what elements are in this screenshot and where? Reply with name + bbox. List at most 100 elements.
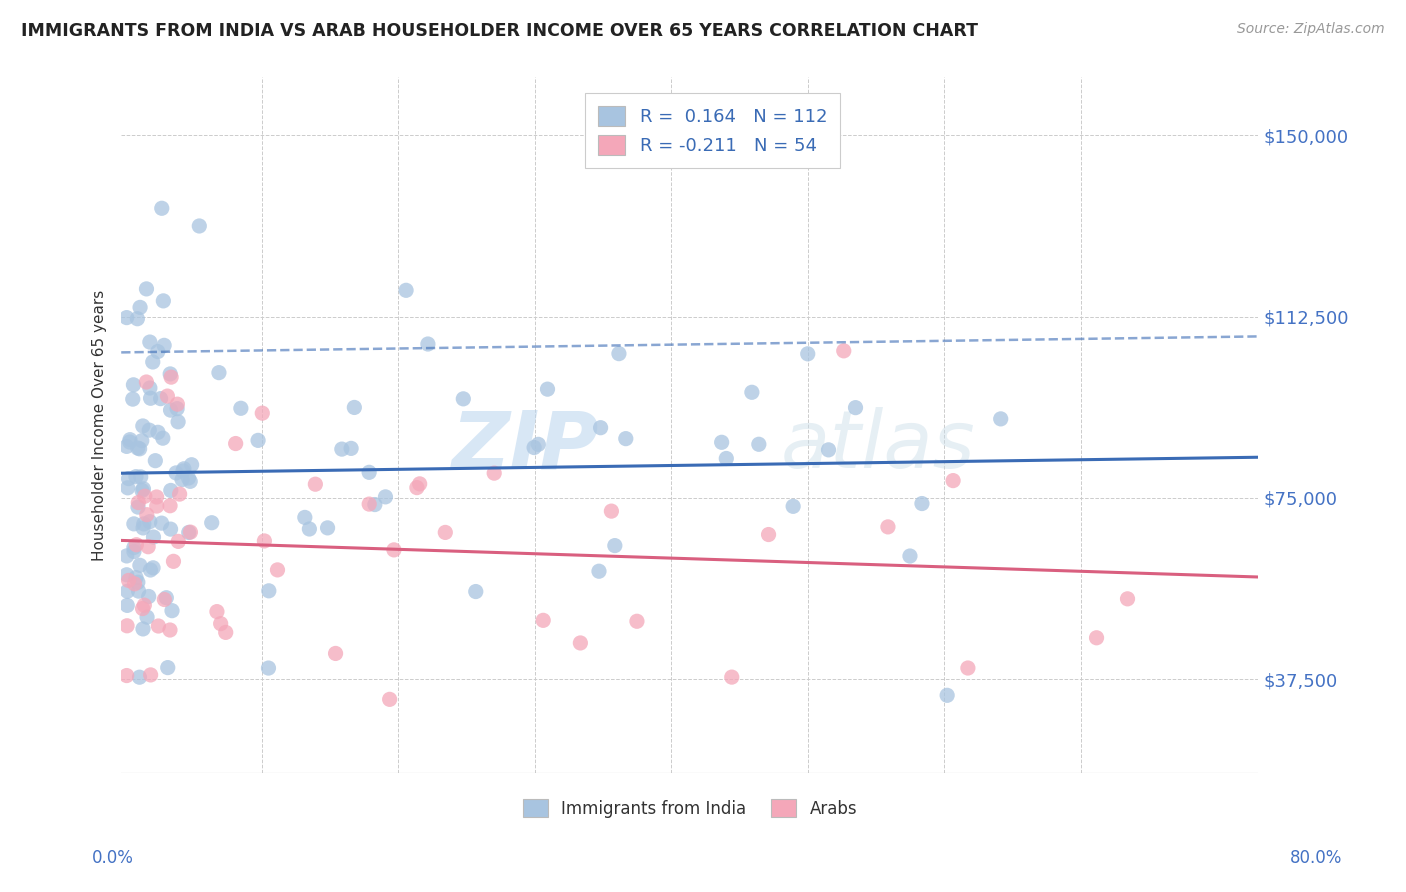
Point (148, 619, 170, 633)
Point (129, 470, 152, 484)
Point (160, 604, 183, 618)
Point (115, 668, 138, 682)
Point (936, 689, 959, 703)
Point (142, 561, 165, 575)
Point (205, 605, 228, 619)
Point (201, 516, 224, 530)
Point (139, 668, 162, 682)
Point (122, 541, 145, 555)
Point (340, 442, 363, 456)
Point (127, 441, 149, 455)
Point (167, 415, 190, 429)
Point (607, 346, 630, 360)
Point (118, 433, 141, 447)
Point (253, 533, 276, 548)
Point (118, 435, 141, 450)
Point (531, 613, 554, 627)
Point (115, 439, 138, 453)
Point (135, 375, 157, 389)
Point (136, 610, 159, 624)
Point (257, 583, 280, 598)
Point (359, 497, 381, 511)
Point (142, 530, 165, 544)
Point (150, 516, 173, 530)
Point (252, 406, 274, 420)
Point (115, 619, 138, 633)
Point (128, 670, 150, 684)
Point (125, 538, 148, 552)
Point (406, 481, 429, 495)
Text: 80.0%: 80.0% (1291, 849, 1343, 867)
Point (139, 563, 162, 577)
Point (131, 601, 153, 615)
Point (115, 567, 138, 582)
Point (145, 490, 167, 504)
Point (138, 590, 160, 604)
Point (482, 466, 505, 480)
Point (177, 525, 200, 540)
Point (179, 525, 201, 540)
Point (136, 540, 159, 554)
Point (523, 441, 546, 455)
Point (122, 544, 145, 558)
Point (128, 442, 150, 456)
Point (139, 391, 162, 405)
Point (131, 434, 153, 448)
Point (257, 661, 280, 675)
Point (364, 498, 387, 512)
Point (877, 520, 900, 534)
Point (117, 472, 139, 486)
Point (710, 435, 733, 450)
Point (588, 564, 610, 578)
Point (942, 474, 965, 488)
Point (172, 464, 194, 478)
Point (229, 401, 252, 416)
Point (179, 475, 201, 489)
Point (152, 431, 174, 445)
Point (416, 337, 439, 351)
Point (153, 338, 176, 352)
Point (153, 592, 176, 607)
Point (316, 521, 339, 535)
Point (121, 392, 143, 406)
Point (225, 436, 247, 450)
Point (127, 575, 149, 590)
Point (741, 385, 763, 400)
Point (294, 510, 316, 524)
Point (215, 625, 238, 640)
Point (170, 473, 193, 487)
Point (125, 570, 148, 584)
Point (817, 442, 839, 457)
Point (145, 499, 167, 513)
Point (159, 403, 181, 417)
Point (159, 367, 181, 381)
Point (614, 432, 637, 446)
Point (167, 534, 190, 549)
Point (434, 525, 457, 540)
Point (536, 382, 558, 396)
Point (180, 458, 202, 472)
Point (1085, 631, 1108, 645)
Point (128, 558, 150, 573)
Point (266, 563, 288, 577)
Point (159, 499, 181, 513)
Point (600, 504, 623, 518)
Point (382, 542, 405, 557)
Point (134, 489, 156, 503)
Point (464, 584, 486, 599)
Text: IMMIGRANTS FROM INDIA VS ARAB HOUSEHOLDER INCOME OVER 65 YEARS CORRELATION CHART: IMMIGRANTS FROM INDIA VS ARAB HOUSEHOLDE… (21, 22, 979, 40)
Point (898, 549, 921, 563)
Point (990, 412, 1012, 426)
Point (844, 401, 866, 415)
Point (209, 616, 232, 631)
Point (142, 355, 165, 369)
Point (135, 508, 157, 522)
Point (155, 591, 177, 605)
Point (143, 453, 166, 467)
Point (160, 370, 183, 384)
Legend: Immigrants from India, Arabs: Immigrants from India, Arabs (516, 792, 863, 824)
Point (146, 344, 169, 359)
Point (527, 437, 550, 451)
Point (166, 397, 188, 411)
Point (124, 577, 146, 591)
